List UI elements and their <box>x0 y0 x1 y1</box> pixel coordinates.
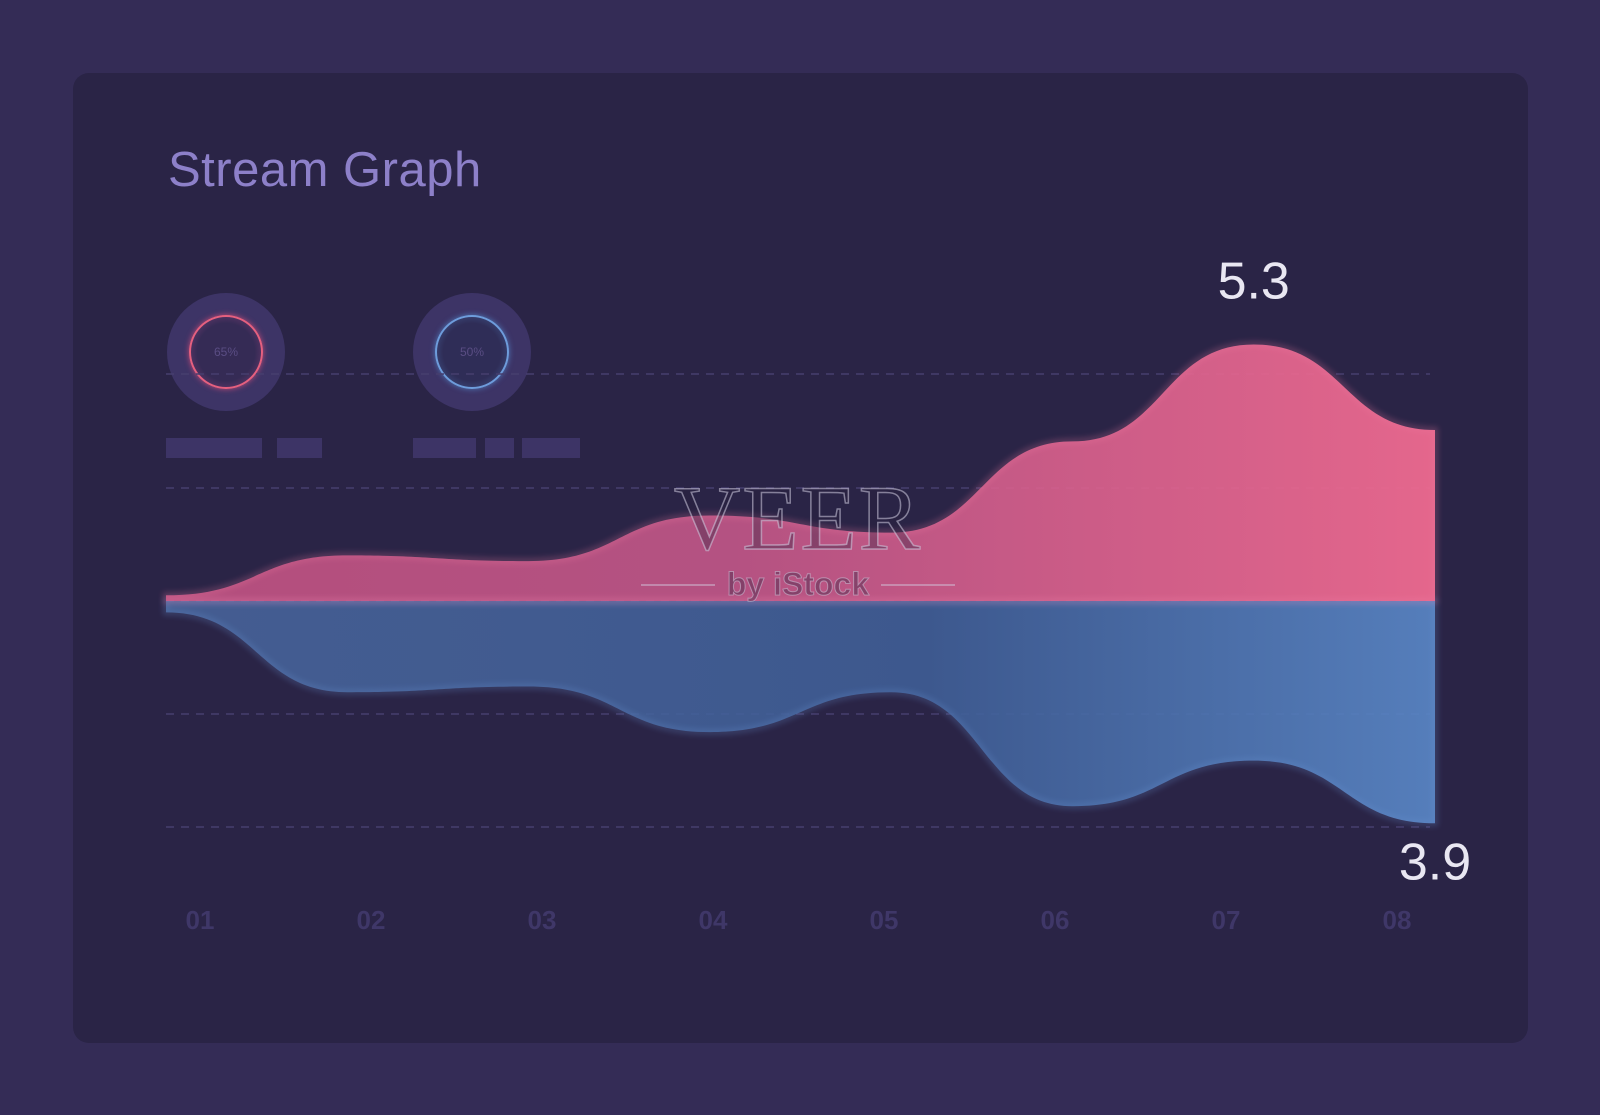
kpi-value-blue: 50% <box>435 315 509 389</box>
legend-placeholder-bar <box>522 438 580 458</box>
kpi-ring-blue: 50% <box>413 293 531 411</box>
x-tick-label: 05 <box>869 905 899 935</box>
chart-title: Stream Graph <box>168 143 482 197</box>
x-tick-label: 03 <box>527 905 557 935</box>
legend-placeholder-bar <box>277 438 322 458</box>
x-tick-label: 06 <box>1040 905 1070 935</box>
stream-glow-blue <box>163 598 1438 827</box>
x-tick-label: 01 <box>185 905 215 935</box>
legend-placeholder-bar <box>413 438 476 458</box>
kpi-value-pink: 65% <box>189 315 263 389</box>
stream-series-blue <box>166 601 1435 824</box>
data-label-2: 3.9 <box>1399 833 1471 891</box>
legend-placeholder-bar <box>166 438 262 458</box>
legend-placeholder-bar <box>485 438 514 458</box>
x-tick-label: 02 <box>356 905 386 935</box>
stream-series-pink <box>166 344 1435 601</box>
kpi-ring-pink: 65% <box>167 293 285 411</box>
x-tick-label: 08 <box>1382 905 1412 935</box>
x-tick-label: 04 <box>698 905 728 935</box>
data-label-1: 5.3 <box>1218 253 1290 311</box>
stream-glow-pink <box>163 341 1438 604</box>
x-tick-label: 07 <box>1211 905 1241 935</box>
